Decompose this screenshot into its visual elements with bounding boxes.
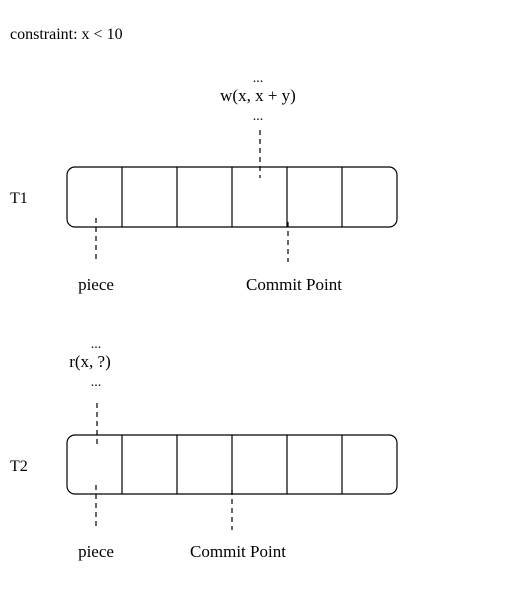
t1-commit-point-label: Commit Point	[246, 275, 342, 294]
t2-op-above-ellipsis: ...	[91, 337, 102, 352]
t1-write-op: w(x, x + y)	[220, 86, 296, 105]
t2-label: T2	[10, 458, 28, 475]
t1-op-below-ellipsis: ...	[253, 109, 264, 124]
t1-label: T1	[10, 190, 28, 207]
t2-op-below-ellipsis: ...	[91, 375, 102, 390]
t2-commit-point-label: Commit Point	[190, 542, 286, 561]
t1-piece-label: piece	[78, 275, 114, 294]
constraint-text: constraint: x < 10	[10, 26, 123, 43]
t2-piece-label: piece	[78, 542, 114, 561]
t1-op-above-ellipsis: ...	[253, 71, 264, 86]
t1-piece-bar	[66, 166, 398, 228]
t2-piece-bar	[66, 434, 398, 495]
t2-read-op: r(x, ?)	[69, 352, 111, 371]
